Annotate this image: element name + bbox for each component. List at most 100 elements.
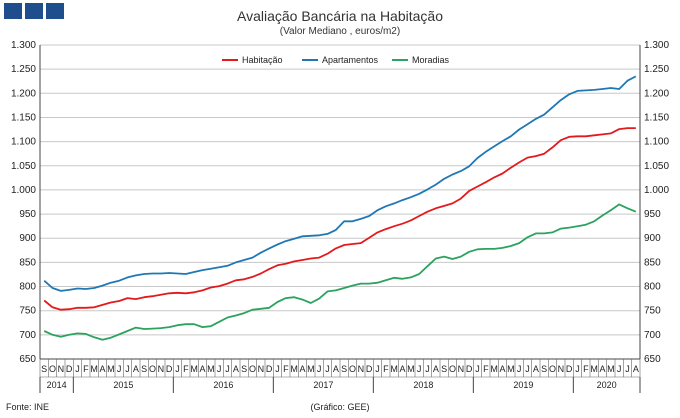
- x-month-label: J: [175, 364, 180, 374]
- x-month-label: J: [225, 364, 230, 374]
- x-month-label: F: [383, 364, 389, 374]
- y-tick-label-left: 700: [19, 330, 36, 341]
- x-year-label: 2019: [513, 380, 533, 390]
- logo-block: [46, 3, 64, 19]
- x-month-label: O: [249, 364, 256, 374]
- x-month-label: D: [366, 364, 373, 374]
- x-month-label: A: [299, 364, 305, 374]
- x-month-label: J: [117, 364, 122, 374]
- x-month-label: D: [166, 364, 173, 374]
- y-tick-label-right: 950: [644, 209, 661, 220]
- x-month-label: D: [266, 364, 273, 374]
- x-month-label: J: [125, 364, 130, 374]
- y-tick-label-left: 650: [19, 354, 36, 365]
- x-month-label: N: [158, 364, 165, 374]
- x-month-label: J: [325, 364, 330, 374]
- x-month-label: A: [99, 364, 105, 374]
- y-tick-label-right: 1.000: [644, 185, 669, 196]
- y-tick-label-left: 1.050: [11, 161, 36, 172]
- series-line: [43, 127, 636, 311]
- x-month-label: A: [199, 364, 205, 374]
- brand-logo: [4, 3, 64, 19]
- y-tick-label-right: 1.200: [644, 88, 669, 99]
- x-month-label: O: [549, 364, 556, 374]
- y-tick-label-left: 1.300: [11, 40, 36, 51]
- x-month-label: S: [141, 364, 147, 374]
- x-month-label: N: [58, 364, 65, 374]
- logo-block: [4, 3, 22, 19]
- y-tick-label-right: 1.300: [644, 40, 669, 51]
- series-line: [43, 203, 637, 341]
- y-tick-label-right: 1.100: [644, 137, 669, 148]
- y-tick-label-right: 700: [644, 330, 661, 341]
- legend-label: Habitação: [242, 55, 283, 65]
- x-month-label: A: [399, 364, 405, 374]
- x-month-label: N: [558, 364, 565, 374]
- y-tick-label-right: 1.150: [644, 112, 669, 123]
- x-month-label: J: [475, 364, 480, 374]
- x-year-label: 2020: [597, 380, 617, 390]
- x-year-label: 2015: [113, 380, 133, 390]
- x-month-label: S: [41, 364, 47, 374]
- x-month-label: M: [190, 364, 198, 374]
- x-month-label: F: [483, 364, 489, 374]
- x-month-label: O: [149, 364, 156, 374]
- x-month-label: M: [490, 364, 498, 374]
- x-month-label: J: [375, 364, 380, 374]
- x-month-label: M: [607, 364, 615, 374]
- x-month-label: M: [590, 364, 598, 374]
- x-month-label: D: [566, 364, 573, 374]
- chart-subtitle: (Valor Mediano , euros/m2): [279, 26, 401, 37]
- x-month-label: S: [441, 364, 447, 374]
- y-tick-label-right: 900: [644, 233, 661, 244]
- x-month-label: M: [207, 364, 215, 374]
- legend-label: Apartamentos: [322, 55, 379, 65]
- x-month-label: M: [290, 364, 298, 374]
- y-tick-label-right: 1.250: [644, 64, 669, 75]
- y-tick-label-left: 1.200: [11, 88, 36, 99]
- x-month-label: J: [417, 364, 422, 374]
- x-month-label: A: [133, 364, 139, 374]
- x-month-label: O: [449, 364, 456, 374]
- x-month-label: A: [499, 364, 505, 374]
- y-tick-label-left: 1.150: [11, 112, 36, 123]
- y-tick-label-right: 850: [644, 257, 661, 268]
- x-month-label: A: [633, 364, 639, 374]
- x-month-label: D: [66, 364, 73, 374]
- x-month-label: A: [233, 364, 239, 374]
- x-month-label: S: [341, 364, 347, 374]
- x-month-label: J: [75, 364, 80, 374]
- y-tick-label-left: 950: [19, 209, 36, 220]
- x-year-label: 2017: [313, 380, 333, 390]
- chart-credit: (Gráfico: GEE): [310, 402, 370, 412]
- x-month-label: J: [217, 364, 222, 374]
- x-month-label: N: [458, 364, 465, 374]
- x-month-label: J: [317, 364, 322, 374]
- x-month-label: D: [466, 364, 473, 374]
- x-year-label: 2018: [413, 380, 433, 390]
- y-tick-label-right: 650: [644, 354, 661, 365]
- x-year-label: 2014: [47, 380, 67, 390]
- x-month-label: S: [541, 364, 547, 374]
- y-tick-label-left: 800: [19, 282, 36, 293]
- x-month-label: M: [107, 364, 115, 374]
- chart-title: Avaliação Bancária na Habitação: [237, 8, 443, 24]
- y-tick-label-left: 850: [19, 257, 36, 268]
- x-month-label: M: [407, 364, 415, 374]
- x-month-label: J: [617, 364, 622, 374]
- x-month-label: M: [90, 364, 98, 374]
- x-month-label: O: [49, 364, 56, 374]
- y-tick-label-left: 1.100: [11, 137, 36, 148]
- legend-label: Moradias: [412, 55, 450, 65]
- x-month-label: J: [575, 364, 580, 374]
- x-month-label: F: [583, 364, 589, 374]
- x-month-label: A: [333, 364, 339, 374]
- x-month-label: J: [275, 364, 280, 374]
- x-month-label: N: [358, 364, 365, 374]
- logo-block: [25, 3, 43, 19]
- x-month-label: F: [283, 364, 289, 374]
- x-month-label: N: [258, 364, 265, 374]
- y-tick-label-right: 800: [644, 282, 661, 293]
- x-month-label: J: [425, 364, 430, 374]
